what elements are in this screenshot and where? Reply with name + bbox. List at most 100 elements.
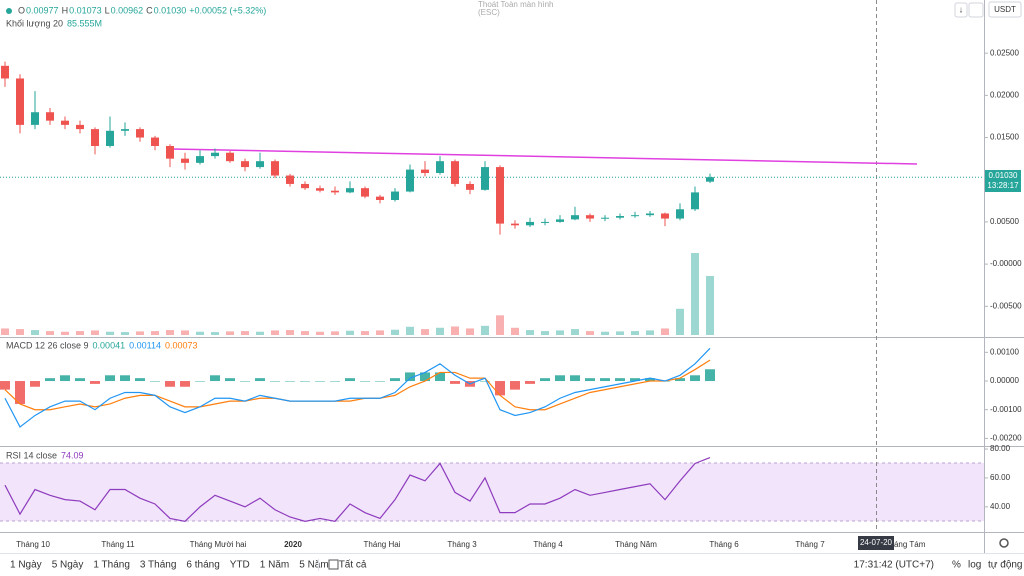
macd-histogram-bar: [555, 375, 565, 382]
calendar-icon[interactable]: [328, 559, 339, 570]
candle-body: [136, 129, 144, 138]
candle-body: [31, 112, 39, 125]
macd-value: 0.00073: [165, 340, 198, 350]
macd-histogram-bar: [570, 375, 580, 382]
range-button[interactable]: 3 Tháng: [140, 560, 177, 571]
range-button[interactable]: Tất cả: [339, 559, 367, 571]
macd-histogram-bar: [405, 372, 415, 382]
range-button[interactable]: 1 Ngày: [10, 560, 42, 571]
macd-histogram-bar: [0, 381, 10, 390]
volume-bar: [496, 315, 504, 335]
candle-body: [376, 196, 384, 200]
rsi-band: [0, 463, 984, 521]
macd-histogram-bar: [75, 378, 85, 382]
rsi-tick-label: 80.00: [990, 444, 1011, 453]
macd-histogram-bar: [390, 378, 400, 382]
price-tick-label: 0.02500: [990, 48, 1019, 57]
volume-bar: [181, 330, 189, 335]
candle-body: [91, 129, 99, 146]
candle-body: [166, 145, 174, 159]
settings-icon[interactable]: [999, 538, 1009, 548]
log-toggle[interactable]: log: [968, 560, 981, 571]
time-label: Tháng 11: [101, 540, 135, 549]
candle-body: [511, 223, 519, 226]
volume-bar: [571, 329, 579, 335]
arrow-button[interactable]: [954, 2, 968, 18]
macd-histogram-bar: [15, 381, 25, 404]
clock: 17:31:42 (UTC+7): [854, 560, 934, 571]
range-button[interactable]: 1 Tháng: [93, 560, 130, 571]
macd-histogram-bar: [600, 378, 610, 382]
range-button[interactable]: 6 tháng: [186, 560, 219, 571]
candle-body: [406, 169, 414, 192]
macd-histogram-bar: [675, 378, 685, 382]
macd-histogram-bar: [705, 369, 715, 382]
legend-value: 0.01073: [69, 5, 102, 15]
legend-change: +0.00052 (+5.32%): [189, 5, 266, 15]
candle-body: [496, 167, 504, 224]
currency-button[interactable]: [988, 1, 1022, 18]
legend-value: 0.00962: [111, 5, 144, 15]
candle-body: [46, 112, 54, 121]
candle-body: [256, 161, 264, 168]
volume-bar: [286, 330, 294, 335]
macd-histogram-bar: [120, 375, 130, 382]
macd-histogram-bar: [30, 381, 40, 387]
volume-bar: [436, 327, 444, 335]
range-button[interactable]: 5 Ngày: [52, 560, 84, 571]
macd-histogram-bar: [105, 375, 115, 382]
legend-key: O: [18, 5, 25, 15]
compare-button[interactable]: [968, 2, 984, 18]
volume-bar: [676, 308, 684, 335]
volume-bar: [316, 331, 324, 335]
time-label: Tháng 6: [709, 540, 739, 549]
macd-histogram-bar: [630, 378, 640, 382]
macd-value: 0.00114: [129, 340, 161, 350]
rsi-value: 74.09: [61, 450, 84, 460]
range-button[interactable]: 5 Năm: [299, 560, 328, 571]
candle-body: [676, 209, 684, 219]
candle-body: [106, 130, 114, 146]
crosshair-date-box: [858, 536, 894, 550]
volume-bar: [691, 253, 699, 335]
candle-body: [61, 120, 69, 125]
volume-bar: [511, 327, 519, 335]
volume-bar: [661, 328, 669, 335]
legend-value: 0.00977: [26, 5, 59, 15]
volume-bar: [136, 331, 144, 335]
time-label: Tháng Năm: [615, 540, 657, 549]
time-label: 2020: [284, 540, 302, 549]
countdown: 13:28:17: [987, 181, 1019, 190]
fullscreen-exit[interactable]: Thoát Toàn màn hình: [478, 0, 553, 9]
time-label: Tháng 3: [447, 540, 477, 549]
auto-toggle[interactable]: tự động: [988, 560, 1023, 571]
macd-histogram-bar: [270, 381, 280, 382]
candle-body: [181, 158, 189, 163]
candle-body: [481, 167, 489, 190]
percent-toggle[interactable]: %: [952, 560, 961, 571]
price-tick-label: -0.00000: [990, 259, 1022, 268]
candle-body: [436, 161, 444, 173]
last-price: 0.01030: [989, 171, 1018, 180]
candle-body: [226, 152, 234, 162]
bar-divider: [318, 559, 319, 571]
macd-histogram-bar: [645, 378, 655, 382]
time-label: Tháng 7: [795, 540, 825, 549]
price-tick-label: 0.00500: [990, 217, 1019, 226]
candle-body: [241, 161, 249, 168]
volume-bar: [1, 328, 9, 335]
macd-histogram-bar: [330, 381, 340, 382]
volume-bar: [226, 331, 234, 335]
macd-histogram-bar: [375, 381, 385, 382]
candle-body: [451, 161, 459, 184]
macd-histogram-bar: [435, 372, 445, 382]
macd-histogram-bar: [480, 381, 490, 382]
volume-bar: [421, 329, 429, 335]
volume-bar: [556, 330, 564, 335]
macd-histogram-bar: [690, 375, 700, 382]
macd-histogram-bar: [345, 378, 355, 382]
range-button[interactable]: YTD: [230, 560, 250, 571]
macd-histogram-bar: [450, 381, 460, 384]
range-button[interactable]: 1 Năm: [260, 560, 289, 571]
